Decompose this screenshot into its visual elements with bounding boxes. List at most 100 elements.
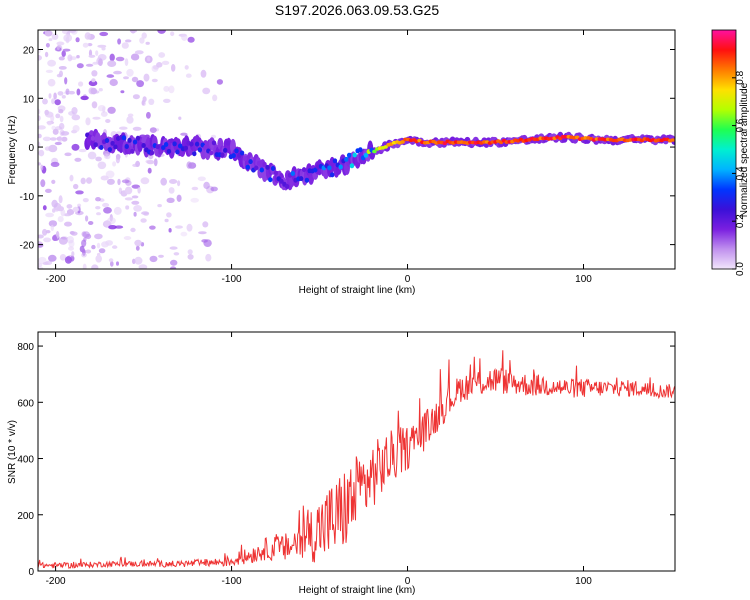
spectrogram-noise-blob xyxy=(85,249,92,254)
spectrogram-noise-blob xyxy=(117,38,121,45)
spectrogram-noise-blob xyxy=(48,38,53,42)
spectrogram-noise-blob xyxy=(197,176,206,182)
spectrogram-noise-blob xyxy=(69,174,74,182)
spectrogram-ridge-core xyxy=(209,150,214,156)
colorbar-tick-label: 0.6 xyxy=(735,118,746,132)
spectrogram-noise-blob xyxy=(168,85,175,94)
spectrogram-noise-blob xyxy=(64,256,72,264)
spectrogram-noise-blob xyxy=(48,144,58,153)
spectrogram-noise-blob xyxy=(151,78,158,83)
spectrogram-noise-blob xyxy=(68,111,75,116)
spectrogram-noise-blob xyxy=(48,220,58,227)
spectrogram-noise-blob xyxy=(101,46,106,51)
spectrogram-noise-blob xyxy=(149,255,158,263)
spectrogram-noise-blob xyxy=(81,252,87,258)
spectrogram-ridge-core xyxy=(231,153,236,159)
spectrogram-noise-blob xyxy=(55,231,60,239)
spectrogram-ridge-core xyxy=(313,167,318,173)
spectrogram-noise-blob xyxy=(123,236,132,240)
spectrogram-noise-blob xyxy=(156,62,163,68)
spectrogram-ridge-core xyxy=(132,139,138,145)
spectrogram-noise-blob xyxy=(82,198,89,203)
spectrogram-noise-blob xyxy=(45,43,50,48)
spectrogram-noise-blob xyxy=(38,234,44,239)
spectrogram-ridge-core xyxy=(93,142,98,148)
spectrogram-noise-blob xyxy=(42,136,52,142)
spectrogram-ridge-core xyxy=(239,150,245,156)
spectrogram-noise-blob xyxy=(166,212,172,218)
spectrogram-noise-blob xyxy=(68,90,75,95)
spectrogram-noise-blob xyxy=(158,52,166,58)
snr-y-label: SNR (10 * v/v) xyxy=(7,420,18,484)
spectrogram-ridge-core xyxy=(259,167,264,173)
spectrogram-y-axis: -20 -10 0 10 20 xyxy=(20,46,675,252)
spectrogram-noise-blob xyxy=(52,128,59,135)
spectrogram-noise-blob xyxy=(87,43,93,47)
spectrogram-noise-blob xyxy=(56,45,60,51)
snr-x-tick-label: 0 xyxy=(405,576,411,587)
spectrogram-noise-blob xyxy=(115,56,125,62)
spectrogram-ridge-core xyxy=(352,152,357,158)
spectrogram-noise-blob xyxy=(113,70,122,75)
spectrogram-noise-blob xyxy=(59,253,67,261)
spectrogram-noise-blob xyxy=(91,78,96,83)
spectrogram-noise-blob xyxy=(153,158,158,167)
spectrogram-ridge-core xyxy=(155,144,160,150)
spectrogram-x-label: Height of straight line (km) xyxy=(299,285,416,296)
spectrogram-noise-blob xyxy=(121,42,129,49)
spectrogram-noise-blob xyxy=(177,180,181,187)
spectrogram-noise-blob xyxy=(178,116,182,120)
spectrogram-noise-blob xyxy=(134,239,142,247)
spectrogram-noise-blob xyxy=(123,76,129,80)
spectrogram-noise-blob xyxy=(50,114,55,122)
spectrogram-noise-blob xyxy=(96,242,101,249)
spectrogram-ridge-core xyxy=(166,148,172,154)
spectrogram-ridge-core xyxy=(163,142,169,147)
spectrogram-noise-blob xyxy=(42,228,48,236)
spectrogram-noise-blob xyxy=(59,115,64,123)
spectrogram-noise-blob xyxy=(82,42,89,48)
spectrogram-noise-blob xyxy=(59,70,63,78)
spectrogram-noise-blob xyxy=(47,59,56,67)
spectrogram-noise-blob xyxy=(127,113,134,118)
spectrogram-noise-blob xyxy=(120,90,125,94)
spectrogram-ridge-core xyxy=(121,135,127,141)
spectrogram-noise-blob xyxy=(180,132,188,136)
spectrogram-noise-blob xyxy=(75,190,84,195)
spectrogram-noise-blob xyxy=(145,41,150,45)
spectrogram-ridge-core xyxy=(332,158,338,164)
spectrogram-noise-blob xyxy=(45,188,52,193)
spectrogram-noise-blob xyxy=(71,143,80,151)
spectrogram-noise-blob xyxy=(55,113,61,119)
spectrogram-noise-blob xyxy=(71,129,78,134)
spectrogram-noise-blob xyxy=(85,117,91,126)
spectrogram-noise-blob xyxy=(132,163,139,167)
snr-y-tick-label: 800 xyxy=(17,342,34,353)
colorbar: 0.0 0.2 0.4 0.6 0.8 Normalized spectral ampl… xyxy=(711,29,750,276)
spectrogram-noise-blob xyxy=(64,77,68,85)
snr-y-tick-label: 600 xyxy=(17,398,34,409)
colorbar-tick-label: 0.0 xyxy=(735,262,746,276)
spectrogram-noise-blob xyxy=(82,263,87,269)
spectrogram-noise-blob xyxy=(91,70,98,77)
spectrogram-noise-blob xyxy=(168,228,172,233)
spectrogram-ridge-core xyxy=(301,167,307,173)
spectrogram-noise-blob xyxy=(136,80,145,88)
spectrogram-noise-blob xyxy=(131,195,139,199)
spectrogram-ridge-core xyxy=(172,141,177,147)
spectrogram-noise-blob xyxy=(131,76,139,83)
spectrogram-noise-blob xyxy=(101,241,109,248)
spectrogram-ridge-core xyxy=(299,176,304,182)
spectrogram-ridge-core xyxy=(127,137,132,143)
spectrogram-noise-blob xyxy=(59,122,65,130)
spectrogram-ridge-core xyxy=(99,145,104,150)
spectrogram-ridge-core xyxy=(192,151,197,157)
spectrogram-noise-blob xyxy=(73,183,79,190)
spectrogram-ridge-core xyxy=(194,141,200,147)
spectrogram-noise-blob xyxy=(50,224,54,231)
spectrogram-ridge-core xyxy=(113,144,118,150)
spectrogram-y-tick-label: -20 xyxy=(20,241,35,252)
spectrogram-noise-blob xyxy=(147,167,152,174)
spectrogram-noise-blob xyxy=(203,181,210,189)
